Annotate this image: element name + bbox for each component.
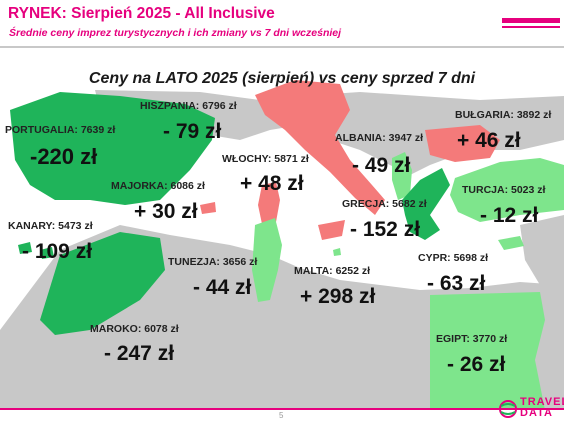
morocco-region bbox=[40, 232, 165, 335]
footer-divider bbox=[0, 408, 564, 410]
malta-region bbox=[333, 248, 341, 256]
change-spain: - 79 zł bbox=[163, 120, 222, 143]
header-accent-bar bbox=[502, 18, 560, 23]
iberia-region bbox=[10, 92, 215, 205]
greece-region bbox=[402, 168, 450, 240]
change-greece: - 152 zł bbox=[350, 218, 421, 241]
italy-region bbox=[255, 80, 385, 215]
label-turkey: TURCJA: 5023 zł bbox=[462, 184, 546, 196]
slide-title: RYNEK: Sierpień 2025 - All Inclusive bbox=[8, 5, 275, 22]
change-morocco: - 247 zł bbox=[104, 342, 175, 365]
header-accent bbox=[500, 0, 564, 48]
header-accent-bar-thin bbox=[502, 26, 560, 28]
page-number: 5 bbox=[279, 411, 284, 420]
label-egypt: EGIPT: 3770 zł bbox=[436, 333, 508, 345]
label-portugal: PORTUGALIA: 7639 zł bbox=[5, 124, 116, 136]
logo-text-data: DATA bbox=[520, 407, 553, 419]
change-italy: + 48 zł bbox=[240, 172, 304, 195]
change-malta: + 298 zł bbox=[300, 285, 376, 308]
middle-east-land bbox=[520, 215, 564, 285]
globe-icon bbox=[499, 400, 517, 418]
change-turkey: - 12 zł bbox=[480, 204, 539, 227]
canary-region bbox=[18, 242, 54, 259]
label-albania: ALBANIA: 3947 zł bbox=[335, 132, 424, 144]
tunisia-region bbox=[252, 218, 282, 302]
label-spain: HISZPANIA: 6796 zł bbox=[140, 100, 237, 112]
label-morocco: MAROKO: 6078 zł bbox=[90, 323, 179, 335]
change-cyprus: - 63 zł bbox=[427, 272, 486, 295]
label-canary: KANARY: 5473 zł bbox=[8, 220, 93, 232]
cyprus-region bbox=[498, 236, 524, 250]
slide-subtitle: Średnie ceny imprez turystycznych i ich … bbox=[9, 27, 342, 39]
logo-text-travel: TRAVEL bbox=[520, 396, 564, 408]
egypt-region bbox=[430, 292, 545, 410]
label-bulgaria: BUŁGARIA: 3892 zł bbox=[455, 109, 552, 121]
change-portugal: -220 zł bbox=[30, 144, 98, 169]
mallorca-region bbox=[200, 202, 216, 214]
change-mallorca: + 30 zł bbox=[134, 200, 198, 223]
label-malta: MALTA: 6252 zł bbox=[294, 265, 371, 277]
change-egypt: - 26 zł bbox=[447, 353, 506, 376]
albania-region bbox=[392, 152, 412, 200]
map-title: Ceny na LATO 2025 (sierpień) vs ceny spr… bbox=[88, 70, 476, 87]
change-tunisia: - 44 zł bbox=[193, 276, 252, 299]
bulgaria-region bbox=[425, 125, 500, 162]
turkey-region bbox=[450, 158, 564, 222]
label-italy: WŁOCHY: 5871 zł bbox=[222, 153, 309, 165]
change-albania: - 49 zł bbox=[352, 154, 411, 177]
label-greece: GRECJA: 5682 zł bbox=[342, 198, 427, 210]
label-mallorca: MAJORKA: 6086 zł bbox=[111, 180, 205, 192]
label-tunisia: TUNEZJA: 3656 zł bbox=[168, 256, 258, 268]
sicily-region bbox=[318, 220, 345, 240]
sardinia-region bbox=[258, 182, 280, 224]
change-canary: - 109 zł bbox=[22, 240, 93, 263]
change-bulgaria: + 46 zł bbox=[457, 129, 521, 152]
mediterranean-map bbox=[0, 50, 564, 410]
header-divider bbox=[0, 46, 564, 48]
label-cyprus: CYPR: 5698 zł bbox=[418, 252, 489, 264]
travel-data-logo: TRAVEL DATA bbox=[498, 396, 564, 422]
